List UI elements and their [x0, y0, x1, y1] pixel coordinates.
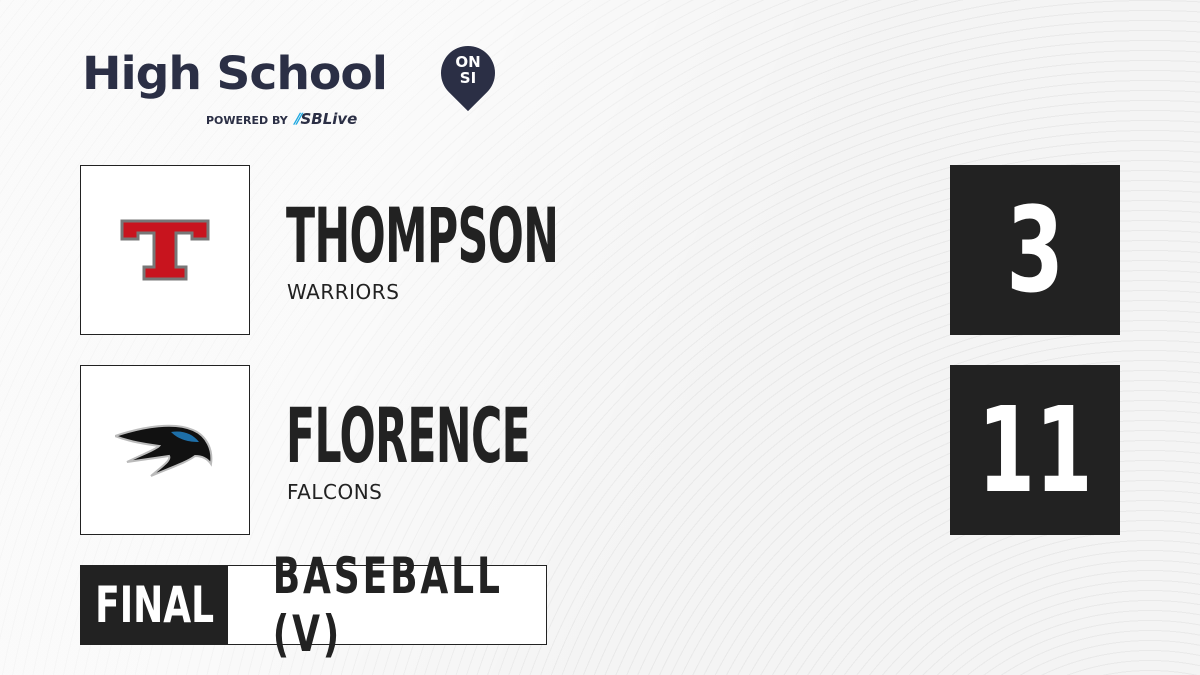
powered-by: POWERED BY ⫽SBLive [206, 110, 357, 128]
brand-title: High School [82, 47, 388, 100]
score-value: 3 [1006, 181, 1064, 319]
score-value: 11 [977, 381, 1093, 519]
team-mascot: WARRIORS [287, 280, 400, 304]
status-state: FINAL [95, 576, 214, 634]
powered-by-label: POWERED BY [206, 114, 288, 127]
badge-bottom: SI [459, 69, 477, 87]
team-score: 3 [950, 165, 1120, 335]
game-status-bar: FINAL BASEBALL (V) [80, 547, 548, 663]
team-logo-florence [80, 365, 250, 535]
falcon-head-icon [115, 424, 213, 477]
sport-label: BASEBALL (V) [228, 547, 548, 663]
high-school-on-si-logo: High School ON SI POWERED BY ⫽SBLive [82, 34, 507, 128]
letter-t-icon [120, 219, 210, 281]
sblive-logo: ⫽SBLive [293, 110, 358, 128]
team-mascot: FALCONS [287, 480, 383, 504]
sport-name: BASEBALL (V) [272, 547, 503, 663]
final-badge: FINAL [81, 566, 228, 644]
badge-top: ON [455, 53, 481, 71]
team-name: FLORENCE [286, 391, 531, 480]
partner-name: SBLive [300, 110, 358, 128]
team-score: 11 [950, 365, 1120, 535]
team-logo-thompson [80, 165, 250, 335]
on-si-badge: ON SI [444, 54, 492, 86]
team-name: THOMPSON [286, 191, 559, 280]
